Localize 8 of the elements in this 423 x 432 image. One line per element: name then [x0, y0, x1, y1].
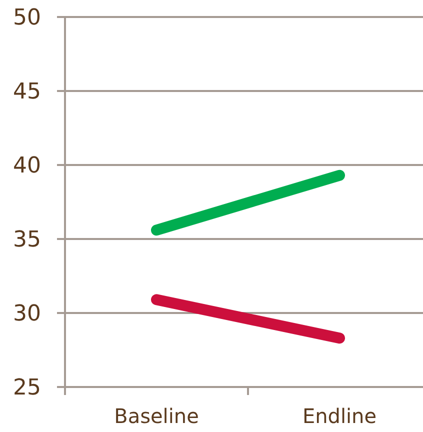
- y-tick-label: 50: [13, 6, 41, 31]
- x-tick-label: Endline: [302, 404, 377, 428]
- x-tick-label: Baseline: [114, 404, 199, 428]
- y-tick-label: 40: [13, 154, 41, 179]
- y-tick-label: 45: [13, 80, 41, 105]
- y-tick-label: 35: [13, 228, 41, 253]
- y-tick-label: 25: [13, 376, 41, 401]
- y-tick-label: 30: [13, 302, 41, 327]
